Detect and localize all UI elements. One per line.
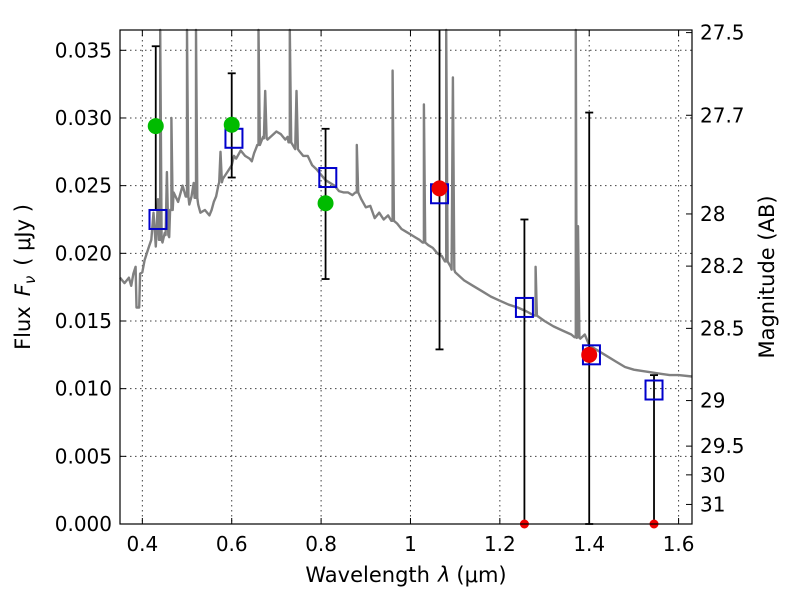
x-tick-label: 1.6: [663, 532, 695, 556]
y2-tick-label: 29: [700, 389, 725, 413]
x-tick-label: 1.2: [484, 532, 516, 556]
y-axis-ticks: 0.000 0.005 0.010 0.015 0.020 0.025 0.030 0.035: [55, 38, 126, 536]
x-tick-label: 0.6: [216, 532, 248, 556]
observed-flux-point: [317, 195, 334, 212]
model-spectrum: [119, 28, 693, 378]
y-tick-label: 0.005: [55, 444, 112, 468]
x-axis-label-symbol: λ: [437, 563, 450, 587]
observed-flux-point: [581, 346, 598, 363]
model-flux-square: [644, 379, 664, 401]
y-tick-label: 0.030: [55, 106, 112, 130]
y-tick-label: 0.000: [55, 512, 112, 536]
y-axis-label-text: Flux: [11, 306, 35, 350]
model-flux-square: [318, 167, 338, 189]
x-tick-label: 1: [404, 532, 417, 556]
y-axis-label-subscript: ν: [21, 276, 39, 284]
error-bars: [151, 30, 659, 525]
observed-flux-point: [431, 180, 448, 197]
observed-photometry: [147, 116, 659, 529]
spectrum-line: [119, 28, 693, 378]
grid: [120, 30, 692, 525]
y-tick-label: 0.025: [55, 174, 112, 198]
y2-tick-label: 27.5: [700, 21, 745, 45]
y2-axis-label: Magnitude (AB): [755, 195, 779, 358]
y-tick-label: 0.035: [55, 38, 112, 62]
x-tick-label: 0.8: [305, 532, 337, 556]
y2-tick-label: 27.7: [700, 103, 745, 127]
x-axis-label: Wavelength λ (μm): [305, 563, 506, 587]
x-axis-label-unit: (μm): [456, 563, 506, 587]
y2-tick-label: 29.5: [700, 434, 745, 458]
observed-flux-point: [223, 116, 240, 133]
x-tick-label: 1.4: [573, 532, 605, 556]
model-flux-square: [514, 296, 534, 318]
y2-tick-label: 28.5: [700, 316, 745, 340]
y-tick-label: 0.015: [55, 309, 112, 333]
y2-tick-label: 28.2: [700, 254, 745, 278]
y2-tick-label: 31: [700, 492, 725, 516]
y-tick-label: 0.020: [55, 241, 112, 265]
y-axis-label-symbol: F: [11, 283, 35, 296]
y2-tick-label: 28: [700, 202, 725, 226]
y-tick-label: 0.010: [55, 377, 112, 401]
y2-axis-ticks: 27.5 27.7 28 28.2 28.5 29 29.5 30 31: [686, 21, 745, 516]
y-axis-label: Flux Fν ( μJy ): [11, 204, 39, 350]
y-axis-label-unit: ( μJy ): [11, 204, 35, 266]
observed-flux-point: [147, 118, 164, 135]
y2-tick-label: 30: [700, 463, 725, 487]
plot-frame: [119, 29, 693, 525]
model-flux-square: [148, 208, 168, 230]
x-axis-label-text: Wavelength: [305, 563, 430, 587]
x-tick-label: 0.4: [126, 532, 158, 556]
x-axis-ticks: 0.4 0.6 0.8 1 1.2 1.4 1.6: [126, 30, 695, 556]
